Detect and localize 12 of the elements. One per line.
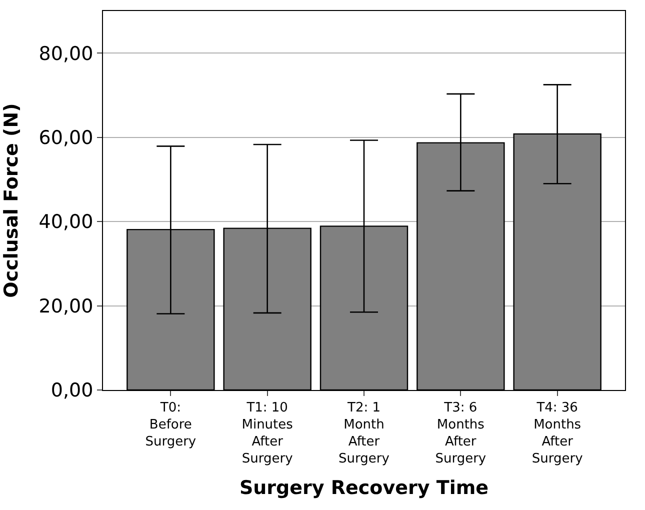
- y-tick-label: 0,00: [50, 380, 94, 402]
- x-tick-label: T1: 10 Minutes After Surgery: [242, 400, 294, 466]
- x-tick-label: T4: 36 Months After Surgery: [532, 400, 584, 466]
- x-axis-title: Surgery Recovery Time: [239, 477, 489, 500]
- y-tick-label: 40,00: [38, 211, 94, 234]
- x-tick-label: T0: Before Surgery: [145, 400, 196, 450]
- y-tick-label: 60,00: [38, 126, 94, 149]
- x-tick-label: T2: 1 Month After Surgery: [338, 400, 390, 466]
- y-tick-label: 20,00: [38, 295, 94, 318]
- y-tick-label: 80,00: [38, 42, 94, 65]
- x-tick-label: T3: 6 Months After Surgery: [435, 400, 486, 466]
- y-axis-title: Occlusal Force (N): [0, 103, 23, 298]
